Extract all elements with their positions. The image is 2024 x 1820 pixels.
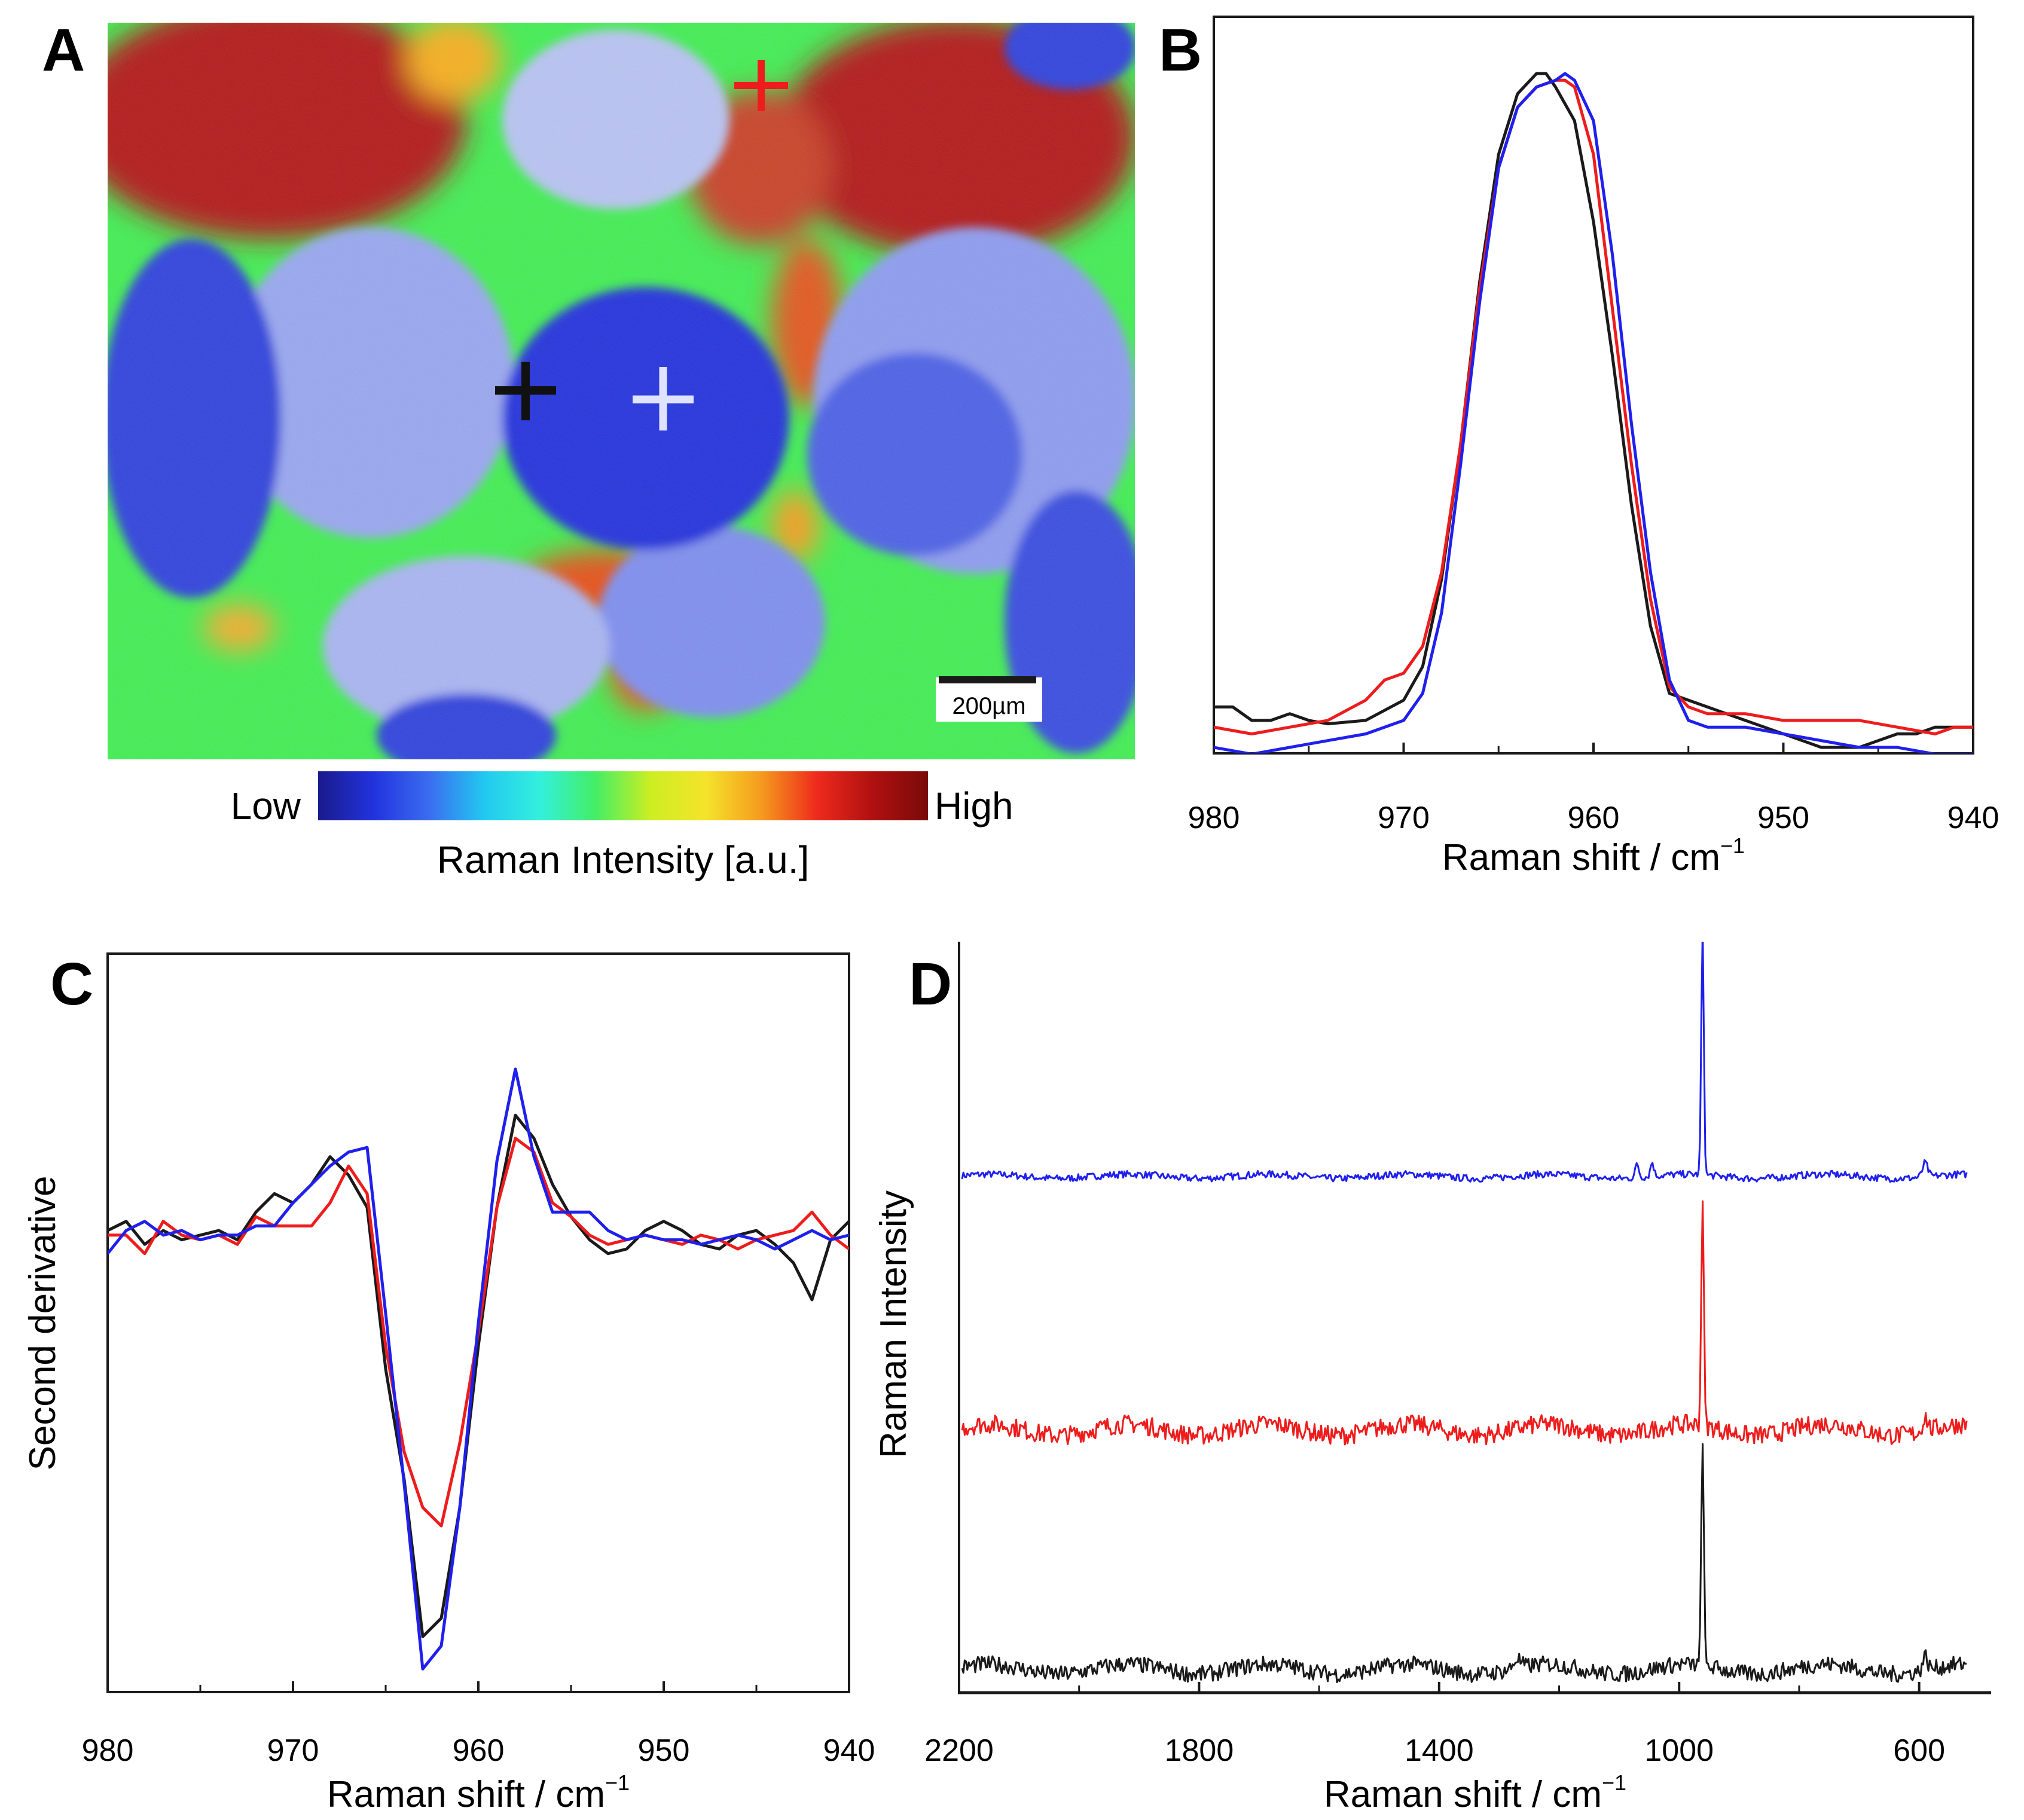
panel-d-ylabel: Raman Intensity — [873, 1190, 914, 1458]
panel-b-line-blue — [1214, 72, 1973, 753]
colorbar-title: Raman Intensity [a.u.] — [437, 838, 810, 881]
x-tick-label-950: 950 — [638, 1733, 690, 1768]
panel-letter-b: B — [1159, 17, 1202, 84]
panel-b-xlabel-sup: −1 — [1720, 833, 1745, 858]
red-cross-marker — [734, 60, 788, 111]
x-tick-label-1800: 1800 — [1165, 1733, 1234, 1768]
colorbar-rect — [318, 771, 928, 820]
panel-d-line-black — [961, 1443, 1967, 1684]
panel-letter-a: A — [42, 17, 85, 84]
x-tick-label-1400: 1400 — [1405, 1733, 1474, 1768]
x-tick-label-1000: 1000 — [1644, 1733, 1714, 1768]
colorbar: Low High Raman Intensity [a.u.] — [231, 771, 1013, 881]
panel-d-xlabel-sup: −1 — [1602, 1770, 1626, 1795]
scale-bar: 200µm — [936, 676, 1042, 722]
panel-b-ticks: 980 970 960 950 940 — [1188, 743, 1999, 835]
panel-c-ticks: 980 970 960 950 940 — [82, 1681, 875, 1768]
panel-c-xlabel-text: Raman shift / cm — [327, 1774, 605, 1815]
panel-c-series — [108, 1067, 849, 1671]
scale-bar-box — [936, 677, 1042, 722]
panel-c-xlabel-sup: −1 — [605, 1770, 630, 1795]
x-tick-label-600: 600 — [1893, 1733, 1945, 1768]
black-cross-marker — [495, 362, 556, 420]
panel-d-series — [961, 942, 1968, 1684]
panel-c-ylabel: Second derivative — [22, 1176, 63, 1471]
panel-b-line-red — [1214, 78, 1973, 735]
x-tick-label-970: 970 — [267, 1733, 319, 1768]
x-tick-label-940: 940 — [823, 1733, 875, 1768]
panel-c-line-blue — [108, 1067, 849, 1671]
panel-d-xlabel-text: Raman shift / cm — [1324, 1774, 1602, 1815]
markers — [495, 60, 788, 430]
panel-c-line-black — [108, 1113, 849, 1638]
panel-b-line-black — [1214, 72, 1973, 749]
heatmap: 200µm — [108, 23, 1135, 759]
colorbar-low-label: Low — [231, 784, 301, 827]
panel-b-xlabel-text: Raman shift / cm — [1442, 837, 1720, 878]
scale-bar-label: 200µm — [952, 693, 1025, 719]
panel-d-ticks: 2200 1800 1400 1000 600 — [924, 1682, 1945, 1768]
panel-d-xlabel: Raman shift / cm−1 — [1324, 1770, 1626, 1815]
panel-d-line-red — [961, 1200, 1968, 1446]
panel-letter-d: D — [909, 951, 952, 1018]
panel-b-series — [1214, 72, 1973, 753]
x-tick-label-980: 980 — [1188, 801, 1240, 835]
x-tick-label-2200: 2200 — [924, 1733, 994, 1768]
x-tick-label-940: 940 — [1947, 801, 1999, 835]
x-tick-label-970: 970 — [1378, 801, 1430, 835]
panel-d-line-blue — [961, 942, 1968, 1183]
x-tick-label-950: 950 — [1757, 801, 1809, 835]
heatmap-noise-texture — [108, 23, 1135, 759]
x-tick-label-980: 980 — [82, 1733, 134, 1768]
panel-letter-c: C — [50, 951, 93, 1018]
x-tick-label-960: 960 — [1568, 801, 1620, 835]
white-cross-marker — [633, 367, 694, 430]
panel-b-xlabel: Raman shift / cm−1 — [1442, 833, 1745, 878]
x-tick-label-960: 960 — [453, 1733, 505, 1768]
panel-c-xlabel: Raman shift / cm−1 — [327, 1770, 630, 1815]
colorbar-high-label: High — [935, 784, 1013, 827]
